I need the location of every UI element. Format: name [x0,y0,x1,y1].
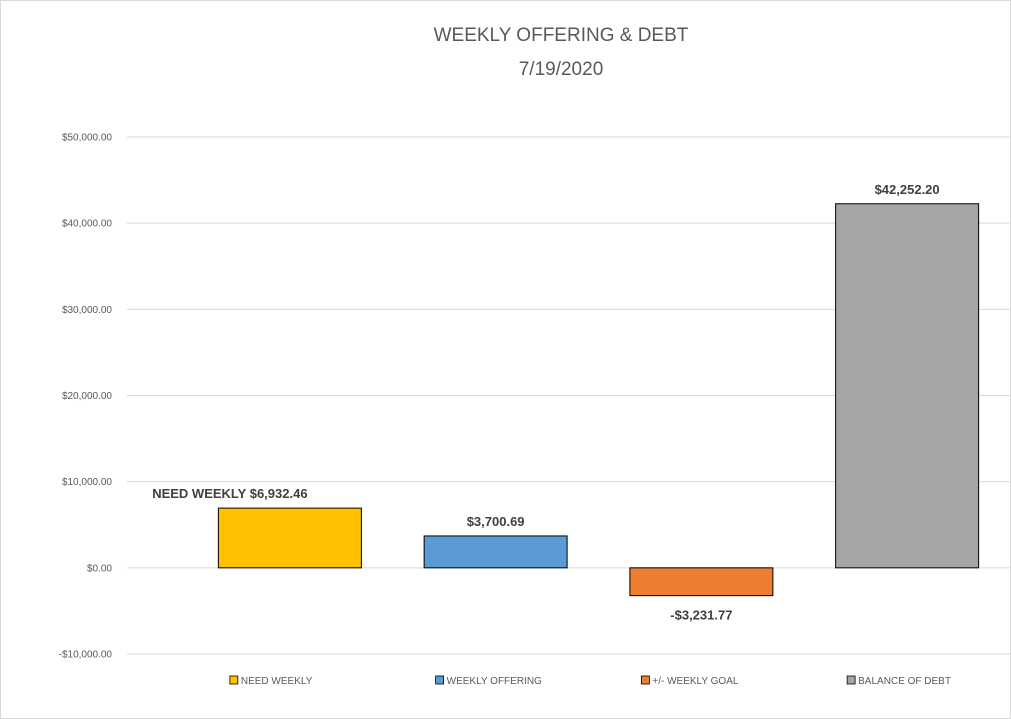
legend: NEED WEEKLY WEEKLY OFFERING +/- WEEKLY GOA… [229,675,951,687]
legend-swatch [640,675,650,685]
data-label: $42,252.20 [875,182,940,197]
y-tick-label: -$10,000.00 [59,650,113,661]
bar-2 [629,567,774,597]
legend-entry: BALANCE OF DEBT [858,676,951,687]
y-tick-label: $40,000.00 [62,219,112,230]
legend-entry: WEEKLY OFFERING [447,676,542,687]
bar-1 [423,535,568,569]
legend-swatch [435,675,445,685]
data-labels: NEED WEEKLY $6,932.46 $3,700.69 -$3,231.77… [152,182,939,623]
y-tick-label: $30,000.00 [62,305,112,316]
chart-subtitle: 7/19/2020 [519,59,604,80]
y-tick-label: $50,000.00 [62,133,112,144]
legend-entry: +/- WEEKLY GOAL [652,676,738,687]
y-tick-label: $0.00 [87,563,112,574]
legend-swatch [229,675,239,685]
data-label: $3,700.69 [467,514,525,529]
bar-3 [835,203,980,569]
y-axis: $50,000.00 $40,000.00 $30,000.00 $20,000.00… [59,133,113,661]
y-tick-label: $10,000.00 [62,477,112,488]
legend-entry: NEED WEEKLY [241,676,313,687]
data-label: -$3,231.77 [670,608,732,623]
data-label: NEED WEEKLY $6,932.46 [152,486,307,501]
bars [217,203,980,597]
y-tick-label: $20,000.00 [62,391,112,402]
legend-swatch [846,675,856,685]
chart-title: WEEKLY OFFERING & DEBT [434,25,689,46]
bar-0 [217,507,362,569]
